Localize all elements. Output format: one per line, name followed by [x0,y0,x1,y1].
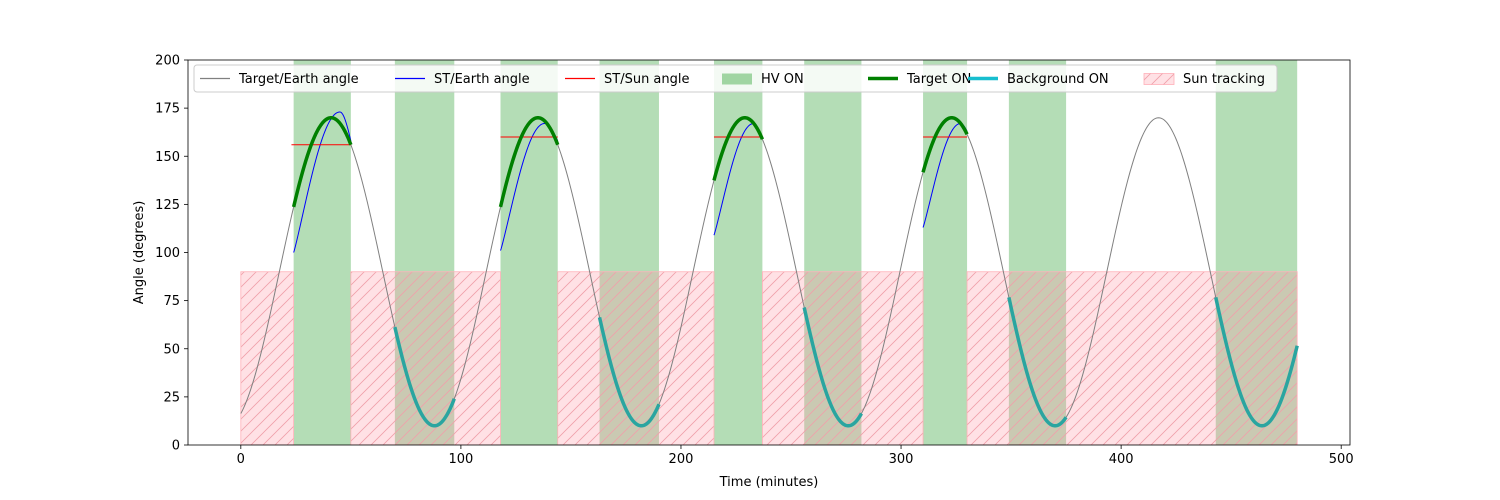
y-tick-label: 125 [155,198,180,213]
angle-series [240,111,1299,428]
legend-swatch [722,73,752,85]
sun-tracking-hatch [761,271,924,445]
legend-label: ST/Sun angle [604,72,690,87]
legend-label: ST/Earth angle [434,72,530,87]
st-earth-angle-line [293,111,352,253]
y-tick-label: 200 [155,54,180,69]
background-on-line [802,307,863,428]
background-on-line [393,326,456,428]
background-on-line [1007,296,1068,428]
y-tick-label: 0 [172,439,180,454]
target-on-line [921,115,969,173]
background-on-line [1214,296,1299,428]
background-on-line [597,316,661,428]
legend-label: Target/Earth angle [238,72,359,87]
hv-on-band [293,60,351,445]
legend-label: Target ON [906,72,971,87]
target-on-line [291,115,353,208]
target-on-line [712,115,765,181]
sun-tracking-hatch [240,271,295,445]
hv-on-band [923,60,968,445]
hv-on-band [500,60,558,445]
y-tick-label: 175 [155,102,180,117]
legend-label: Sun tracking [1183,72,1265,87]
y-tick-label: 150 [155,150,180,165]
y-axis-label: Angle (degrees) [132,201,147,305]
legend-label: Background ON [1007,72,1109,87]
x-tick-label: 400 [1109,452,1134,467]
y-tick-label: 100 [155,246,180,261]
legend-swatch-hatch [1144,73,1174,85]
sun-tracking-bands [240,271,1298,445]
x-axis-label: Time (minutes) [719,475,819,490]
y-tick-label: 75 [163,294,180,309]
x-tick-label: 0 [237,452,245,467]
x-tick-label: 500 [1329,452,1354,467]
legend: Target/Earth angle ST/Earth angle ST/Sun a… [193,64,1278,93]
target-on-line [498,115,560,208]
x-tick-label: 200 [669,452,694,467]
sun-tracking-hatch [966,271,1298,445]
y-tick-label: 25 [163,390,180,405]
hv-on-band [713,60,763,445]
sun-tracking-hatch [350,271,501,445]
x-tick-label: 100 [448,452,473,467]
x-tick-label: 300 [889,452,914,467]
sun-tracking-hatch [557,271,715,445]
axes: 0 100 200 300 400 500 0 25 50 75 100 125 150 175 200 [155,54,1353,468]
legend-label: HV ON [761,72,804,87]
y-tick-label: 50 [163,342,180,357]
